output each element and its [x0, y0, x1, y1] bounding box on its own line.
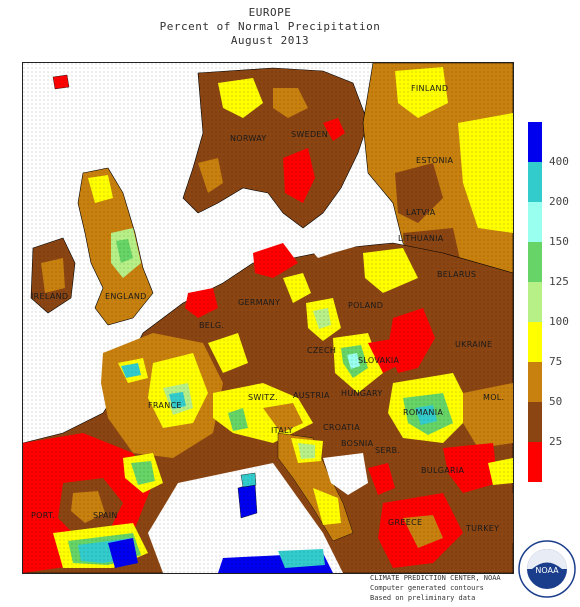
legend-swatch-under-25	[528, 442, 542, 482]
label-belarus: BELARUS	[437, 270, 476, 279]
legend-label-150: 150	[549, 235, 569, 248]
stipple-overlay	[23, 63, 513, 573]
credits-line-2: Computer generated contours	[370, 584, 484, 592]
legend-label-200: 200	[549, 195, 569, 208]
label-finland: FINLAND	[411, 84, 448, 93]
legend-label-125: 125	[549, 275, 569, 288]
legend-swatch-25-50	[528, 402, 542, 442]
label-poland: POLAND	[348, 301, 383, 310]
label-greece: GREECE	[388, 518, 422, 527]
label-italy: ITALY	[271, 426, 293, 435]
legend-label-50: 50	[549, 395, 563, 408]
label-croatia: CROATIA	[323, 423, 360, 432]
legend-swatch-200-400	[528, 162, 542, 202]
label-hungary: HUNGARY	[341, 389, 383, 398]
legend-label-100: 100	[549, 315, 569, 328]
label-slovakia: SLOVAKIA	[358, 356, 400, 365]
label-estonia: ESTONIA	[416, 156, 453, 165]
map-subtitle: Percent of Normal Precipitation	[159, 20, 381, 33]
legend-swatch-75-100	[528, 322, 542, 362]
label-moldova: MOL.	[483, 393, 504, 402]
label-turkey: TURKEY	[465, 524, 499, 533]
label-czech: CZECH	[307, 346, 336, 355]
map-period: August 2013	[230, 34, 310, 47]
label-lithuania: LITHUANIA	[398, 234, 444, 243]
label-belgium: BELG.	[199, 321, 224, 330]
noaa-logo-icon: NOAA	[518, 540, 576, 598]
legend-swatch-over-400	[528, 122, 542, 162]
legend-label-25: 25	[549, 435, 563, 448]
legend-swatch-50-75	[528, 362, 542, 402]
map-title-block: EUROPE Percent of Normal Precipitation A…	[0, 6, 540, 48]
legend-swatch-100-125	[528, 282, 542, 322]
credits-line-1: CLIMATE PREDICTION CENTER, NOAA	[370, 574, 501, 582]
label-ireland: IRELAND	[31, 292, 68, 301]
label-serbia: SERB.	[375, 446, 400, 455]
noaa-logo: NOAA	[518, 540, 576, 598]
label-sweden: SWEDEN	[291, 130, 328, 139]
credits-line-3: Based on preliminary data	[370, 594, 476, 602]
credits-block: CLIMATE PREDICTION CENTER, NOAA Computer…	[370, 573, 530, 603]
label-austria: AUSTRIA	[293, 391, 330, 400]
legend-label-400: 400	[549, 155, 569, 168]
map-region-title: EUROPE	[248, 6, 292, 19]
label-spain: SPAIN	[93, 511, 118, 520]
label-switzerland: SWITZ.	[248, 393, 278, 402]
color-legend: 400 200 150 125 100 75 50 25	[528, 122, 580, 520]
legend-label-75: 75	[549, 355, 563, 368]
label-france: FRANCE	[148, 401, 182, 410]
label-ukraine: UKRAINE	[455, 340, 492, 349]
country-labels: FINLAND SWEDEN NORWAY ESTONIA LATVIA LIT…	[31, 84, 504, 533]
label-latvia: LATVIA	[406, 208, 436, 217]
precipitation-map: FINLAND SWEDEN NORWAY ESTONIA LATVIA LIT…	[22, 62, 514, 574]
label-norway: NORWAY	[230, 134, 267, 143]
label-romania: ROMANIA	[403, 408, 443, 417]
label-portugal: PORT.	[31, 511, 55, 520]
label-germany: GERMANY	[238, 298, 280, 307]
legend-swatch-125-150	[528, 242, 542, 282]
label-england: ENGLAND	[105, 292, 147, 301]
noaa-logo-text: NOAA	[535, 566, 559, 575]
label-bulgaria: BULGARIA	[421, 466, 464, 475]
map-svg: FINLAND SWEDEN NORWAY ESTONIA LATVIA LIT…	[23, 63, 513, 573]
label-bosnia: BOSNIA	[341, 439, 374, 448]
legend-swatch-150-200	[528, 202, 542, 242]
